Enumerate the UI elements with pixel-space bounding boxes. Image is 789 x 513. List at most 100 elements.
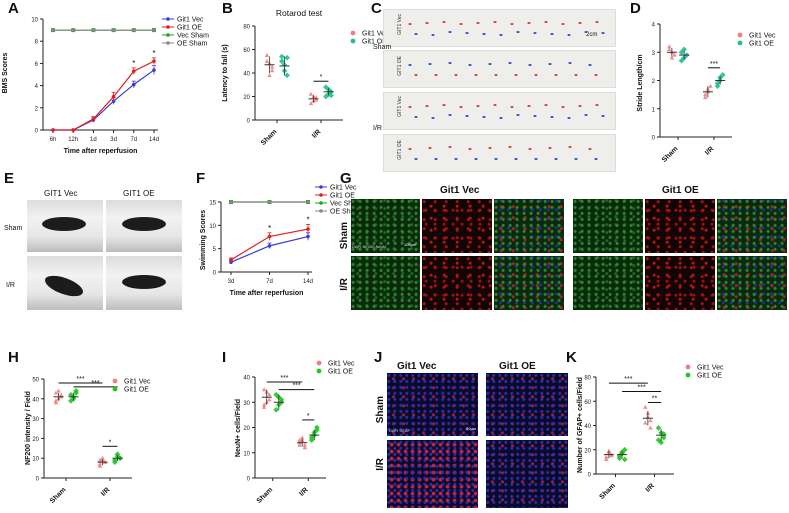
y-tick-label: 20 <box>243 426 250 432</box>
y-tick-label: 0 <box>247 477 251 483</box>
data-point <box>703 92 708 97</box>
j-scale-bar: 50μm <box>466 426 477 431</box>
g-stain-legend: DAPI NF200 NeuN <box>352 244 386 249</box>
legend-marker <box>737 40 743 46</box>
footprint-strip-sham-vec <box>383 9 616 47</box>
y-tick-label: 5 <box>213 247 217 253</box>
y-tick-label: 20 <box>32 437 39 443</box>
y-tick-label: 10 <box>243 451 250 457</box>
data-point <box>604 457 609 462</box>
y-tick-label: 0 <box>247 119 251 125</box>
footprint <box>528 64 532 66</box>
j-stain-legend: DAPI GFAP <box>389 428 411 433</box>
footprint <box>567 117 571 119</box>
legend-marker <box>166 41 170 45</box>
footprint <box>533 32 537 34</box>
chart-title: Rotarod test <box>276 8 323 18</box>
footprint <box>548 63 552 65</box>
y-axis-label: Swimming Scores <box>200 210 207 270</box>
significance-label: * <box>109 439 112 446</box>
panel-label-i: I <box>222 349 227 366</box>
data-point <box>267 392 272 397</box>
footprint <box>465 115 469 117</box>
footprint <box>442 104 446 106</box>
photo-row-ir: I/R <box>6 282 15 289</box>
y-tick-label: 20 <box>243 95 250 101</box>
significance-label: * <box>320 74 323 81</box>
y-tick-label: 4 <box>652 23 656 29</box>
footprint <box>601 115 605 117</box>
significance-star: * <box>306 215 309 224</box>
x-tick-label: 14d <box>303 279 313 285</box>
footprint <box>514 74 518 76</box>
data-point <box>71 28 75 32</box>
footprint <box>574 74 578 76</box>
y-tick-label: 4 <box>35 84 39 90</box>
strip-group-sham: Sham <box>373 44 392 51</box>
g-title-vec: Git1 Vec <box>440 185 480 196</box>
footprint-strip-ir-oe <box>383 134 616 172</box>
legend-entry: Vec Sham <box>330 200 362 207</box>
data-point <box>308 101 314 106</box>
footprint <box>454 158 458 160</box>
x-tick-label: I/R <box>645 482 656 493</box>
data-point <box>297 442 302 447</box>
footprint <box>474 74 478 76</box>
data-point <box>71 128 75 132</box>
footprint <box>554 74 558 76</box>
footprint <box>493 104 497 106</box>
data-point <box>300 435 305 440</box>
legend-marker <box>316 360 322 366</box>
footprint <box>488 63 492 65</box>
legend-marker <box>737 32 743 38</box>
data-point <box>152 59 156 63</box>
data-point <box>111 28 116 32</box>
legend-marker <box>685 372 691 378</box>
y-tick-label: 40 <box>32 397 39 403</box>
j-title-vec: Git1 Vec <box>397 361 437 372</box>
y-tick-label: 3 <box>652 51 656 57</box>
y-tick-label: 0 <box>652 136 656 142</box>
legend-marker <box>166 33 170 37</box>
footprint <box>459 23 463 25</box>
y-tick-label: 0 <box>213 271 217 277</box>
footprint <box>594 158 598 160</box>
legend-marker <box>319 185 323 189</box>
data-point <box>302 442 308 447</box>
footprint <box>508 146 512 148</box>
footprint <box>550 33 554 35</box>
legend-marker <box>166 17 170 21</box>
data-point <box>302 445 308 450</box>
j-img-sham-oe <box>486 373 568 436</box>
footprint <box>459 106 463 108</box>
data-point <box>261 402 267 407</box>
data-point <box>308 437 315 443</box>
data-point <box>267 72 272 77</box>
g-row-sham: Sham <box>339 222 350 250</box>
footprint <box>454 74 458 76</box>
footprint <box>431 117 435 119</box>
x-axis-label: Time after reperfusion <box>64 148 138 155</box>
j-img-sham-vec <box>387 373 478 436</box>
data-point <box>308 91 314 96</box>
data-point <box>112 459 118 465</box>
y-tick-label: 0 <box>36 477 40 483</box>
data-point <box>314 427 320 433</box>
data-point <box>97 457 103 462</box>
data-point <box>56 388 61 393</box>
data-point <box>669 55 675 60</box>
data-point <box>284 72 290 79</box>
data-point <box>606 448 612 453</box>
data-point <box>53 400 59 405</box>
j-img-ir-oe <box>486 440 568 508</box>
y-tick-label: 80 <box>584 376 591 382</box>
footprint <box>595 21 599 23</box>
g-row-ir: I/R <box>339 278 350 291</box>
x-tick-label: 3d <box>110 137 117 143</box>
y-axis-label: Number of GFAP+ cells/Field <box>577 377 584 473</box>
data-point <box>313 97 319 102</box>
y-axis-label: NeuN+ cells/Field <box>235 399 242 457</box>
